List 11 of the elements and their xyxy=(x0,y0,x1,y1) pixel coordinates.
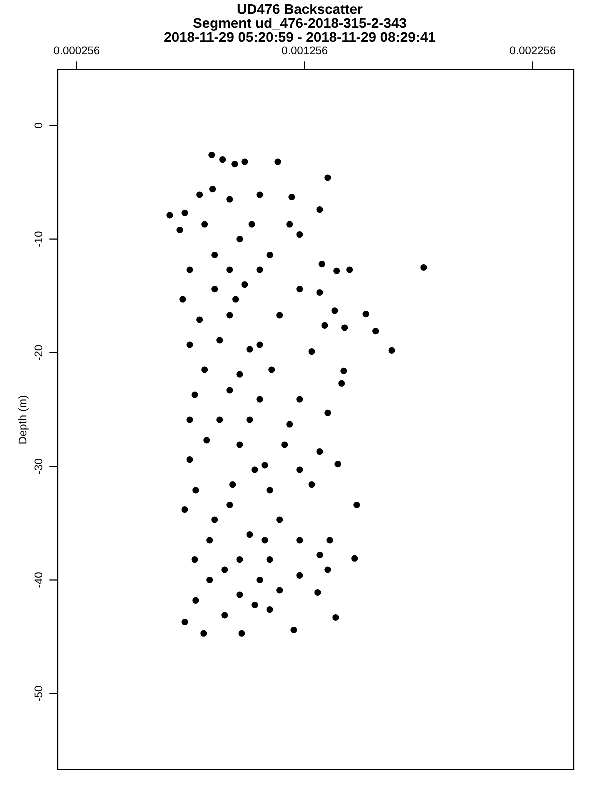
y-tick-label: -50 xyxy=(34,686,43,702)
y-axis-title: Depth (m) xyxy=(18,396,29,444)
chart-title: UD476 Backscatter Segment ud_476-2018-315-2-343 2018-11-29 05:20:59 - 2018-11-29 08:29:41 xyxy=(164,4,436,42)
y-tick-label: -40 xyxy=(34,572,43,588)
y-tick-label: -10 xyxy=(34,232,43,247)
y-tick-label: -30 xyxy=(34,458,43,474)
y-tick-label: -20 xyxy=(34,345,43,360)
y-tick-label: 0 xyxy=(34,123,43,128)
x-tick-label: 0.002256 xyxy=(510,46,556,55)
x-tick-label: 0.001256 xyxy=(282,46,328,55)
x-tick-label: 0.000256 xyxy=(54,46,100,55)
